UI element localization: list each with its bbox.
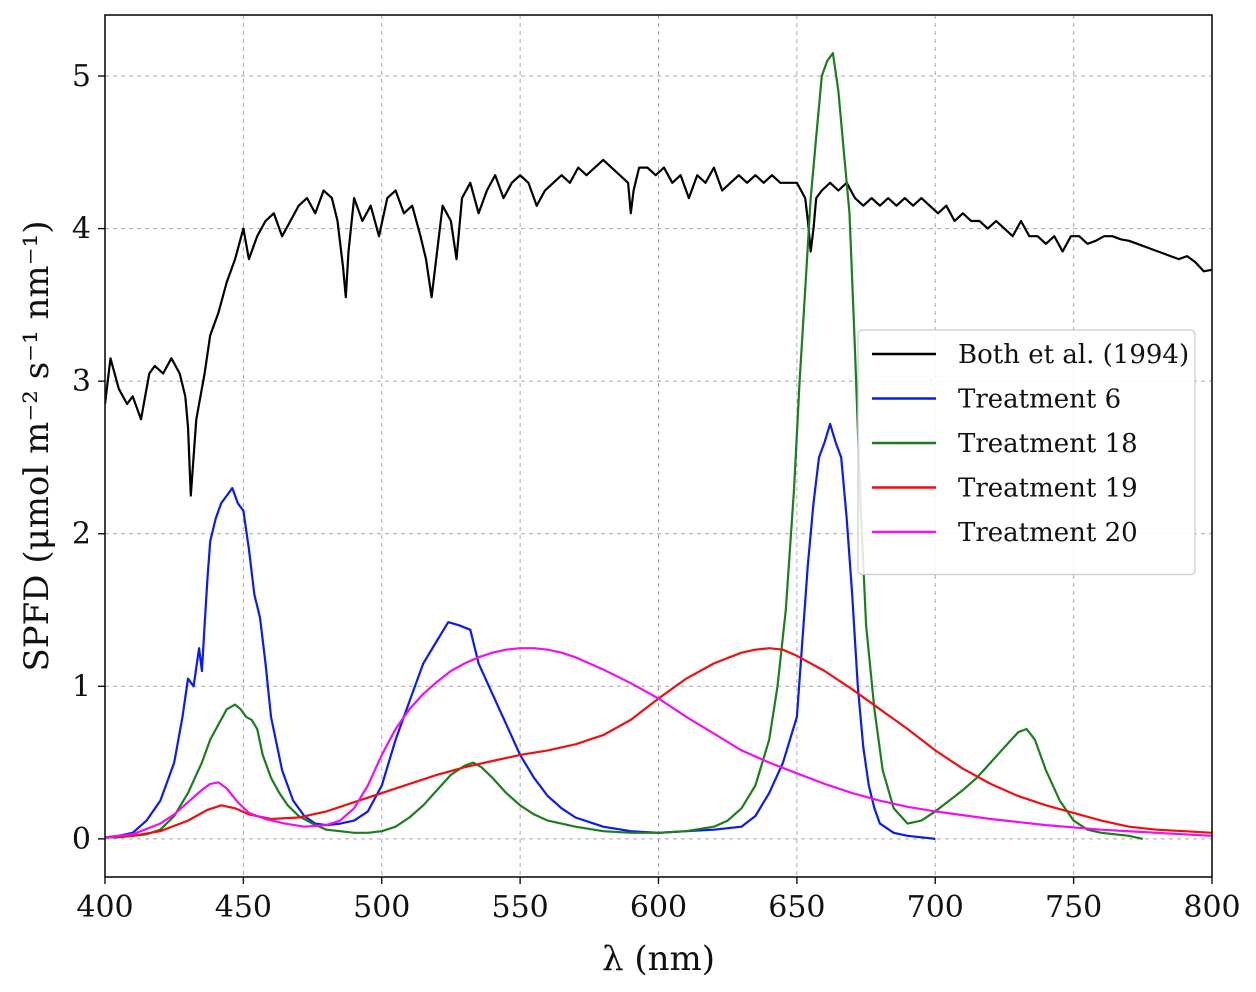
- x-tick-label-650: 650: [768, 890, 825, 925]
- legend-box: [857, 329, 1196, 576]
- legend-label-1: Both et al. (1994): [958, 340, 1189, 370]
- y-tick-label-0: 0: [72, 822, 91, 857]
- y-tick-label-1: 1: [72, 669, 91, 704]
- x-tick-label-700: 700: [907, 890, 964, 925]
- axis-ticks: 400 450 500 550 600 650 700 750 800 0 1 2 3 4 5: [72, 59, 1241, 925]
- legend-label-2: Treatment 6: [958, 385, 1121, 415]
- y-tick-label-2: 2: [72, 517, 91, 552]
- series-line-5: [105, 647, 1212, 839]
- series-line-2: [105, 422, 936, 840]
- grid: [104, 15, 1213, 877]
- y-tick-label-5: 5: [72, 59, 91, 94]
- series-line-1: [105, 158, 1212, 497]
- legend-label-4: Treatment 19: [958, 474, 1138, 504]
- y-tick-label-3: 3: [72, 364, 91, 399]
- legend: Both et al. (1994) Treatment 6 Treatment 1…: [857, 329, 1196, 576]
- series-line-3: [105, 51, 1144, 840]
- y-tick-label-4: 4: [72, 212, 91, 247]
- x-tick-label-400: 400: [76, 890, 133, 925]
- x-tick-label-550: 550: [491, 890, 548, 925]
- legend-label-3: Treatment 18: [958, 429, 1138, 459]
- x-tick-label-600: 600: [630, 890, 687, 925]
- legend-label-5: Treatment 20: [958, 518, 1138, 548]
- series-lines: [105, 51, 1212, 840]
- x-tick-label-450: 450: [215, 890, 272, 925]
- x-tick-label-750: 750: [1045, 890, 1102, 925]
- y-axis-label: SPFD (μmol m⁻² s⁻¹ nm⁻¹): [17, 220, 57, 671]
- x-axis-label: λ (nm): [602, 939, 715, 979]
- x-tick-label-500: 500: [353, 890, 410, 925]
- x-tick-label-800: 800: [1183, 890, 1240, 925]
